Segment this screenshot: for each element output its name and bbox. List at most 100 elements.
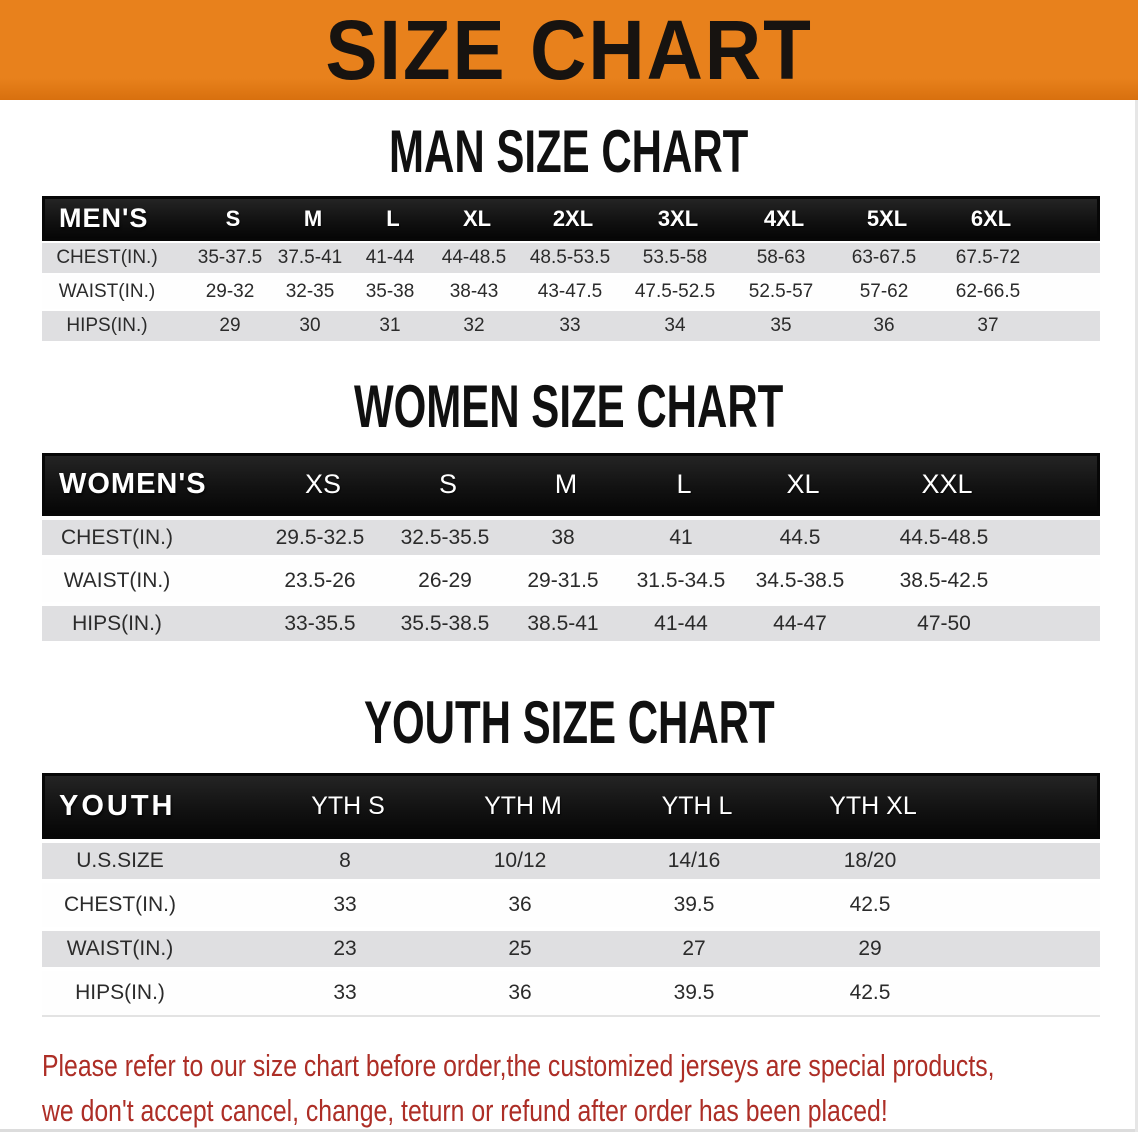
column-header: YTH S — [311, 791, 385, 820]
cell-value: 44.5-48.5 — [899, 525, 989, 549]
cell-value: 33-35.5 — [284, 611, 356, 635]
cell-value: 37.5-41 — [277, 247, 343, 268]
cell-value: 33 — [333, 893, 357, 916]
row-label: WAIST(IN.) — [66, 937, 174, 960]
cell-value: 31.5-34.5 — [636, 568, 726, 592]
column-header: 6XL — [970, 205, 1012, 231]
column-header: L — [386, 205, 400, 231]
cell-value: 37 — [977, 315, 999, 336]
cell-value: 10/12 — [493, 849, 547, 872]
table-row: CHEST(IN.) 35-37.5 37.5-41 41-44 44-48.5 48.5… — [42, 241, 1100, 275]
row-label: CHEST(IN.) — [56, 247, 158, 268]
cell-value: 18/20 — [843, 849, 897, 872]
cell-value: 32.5-35.5 — [400, 525, 490, 549]
cell-value: 23.5-26 — [284, 568, 356, 592]
cell-value: 34.5-38.5 — [755, 568, 845, 592]
cell-value: 34 — [664, 315, 686, 336]
cell-value: 35-38 — [365, 281, 415, 302]
row-label: HIPS(IN.) — [75, 981, 165, 1004]
row-label: CHEST(IN.) — [61, 525, 173, 549]
cell-value: 47.5-52.5 — [634, 281, 716, 302]
heading-text: YOUTH SIZE CHART — [363, 689, 775, 756]
table-row: U.S.SIZE 8 10/12 14/16 18/20 — [42, 839, 1100, 883]
table-row: CHEST(IN.) 29.5-32.5 32.5-35.5 38 41 44.5 44.5… — [42, 516, 1100, 559]
cell-value: 35 — [770, 315, 792, 336]
cell-value: 35.5-38.5 — [400, 611, 490, 635]
disclaimer-line-1: Please refer to our size chart before or… — [42, 1048, 995, 1083]
cell-value: 41-44 — [365, 247, 415, 268]
column-header: YTH XL — [829, 791, 917, 820]
youth-size-section: YOUTH SIZE CHART YOUTH YTH S YTH M YTH L YTH … — [0, 689, 1138, 1017]
cell-value: 33 — [559, 315, 581, 336]
cell-value: 44.5 — [779, 525, 821, 549]
cell-value: 58-63 — [756, 247, 806, 268]
cell-value: 39.5 — [673, 981, 715, 1004]
cell-value: 39.5 — [673, 893, 715, 916]
cell-value: 32-35 — [285, 281, 335, 302]
cell-value: 36 — [508, 981, 532, 1004]
cell-value: 27 — [682, 937, 706, 960]
table-header-row: YOUTH YTH S YTH M YTH L YTH XL — [42, 773, 1100, 839]
row-label: U.S.SIZE — [76, 849, 164, 872]
column-header: 5XL — [866, 205, 908, 231]
cell-value: 8 — [339, 849, 351, 872]
cell-value: 29 — [858, 937, 882, 960]
women-size-table: WOMEN'S XS S M L XL XXL CHEST(IN.) 29.5-32.5 32.5… — [42, 453, 1100, 645]
heading-text: WOMEN SIZE CHART — [354, 373, 784, 440]
cell-value: 44-48.5 — [441, 247, 507, 268]
cell-value: 36 — [873, 315, 895, 336]
column-header: 2XL — [552, 205, 594, 231]
table-row: WAIST(IN.) 23 25 27 29 — [42, 927, 1100, 971]
banner: SIZE CHART — [0, 0, 1138, 100]
youth-size-heading: YOUTH SIZE CHART — [0, 689, 1138, 756]
cell-value: 48.5-53.5 — [529, 247, 611, 268]
cell-value: 26-29 — [418, 568, 472, 592]
cell-value: 43-47.5 — [537, 281, 603, 302]
cell-value: 42.5 — [849, 893, 891, 916]
row-label: WAIST(IN.) — [63, 568, 171, 592]
cell-value: 29-31.5 — [527, 568, 599, 592]
size-chart-sections: MAN SIZE CHART MEN'S S M L XL 2XL 3XL 4XL 5XL 6XL C… — [0, 118, 1138, 1017]
column-header: XL — [786, 469, 820, 499]
men-size-table: MEN'S S M L XL 2XL 3XL 4XL 5XL 6XL CHEST(IN.) 35-37… — [42, 196, 1100, 343]
disclaimer-line-2: we don't accept cancel, change, teturn o… — [42, 1093, 888, 1128]
column-header: YTH M — [484, 791, 562, 820]
cell-value: 41-44 — [654, 611, 708, 635]
table-corner-label: MEN'S — [59, 203, 149, 233]
cell-value: 31 — [379, 315, 401, 336]
cell-value: 38-43 — [449, 281, 499, 302]
men-size-section: MAN SIZE CHART MEN'S S M L XL 2XL 3XL 4XL 5XL 6XL C… — [0, 118, 1138, 343]
cell-value: 38 — [551, 525, 575, 549]
cell-value: 35-37.5 — [197, 247, 263, 268]
cell-value: 62-66.5 — [955, 281, 1021, 302]
column-header: M — [303, 205, 323, 231]
page-title: SIZE CHART — [325, 3, 813, 97]
column-header: S — [438, 469, 457, 499]
cell-value: 52.5-57 — [748, 281, 814, 302]
column-header: 3XL — [657, 205, 699, 231]
table-row: HIPS(IN.) 29 30 31 32 33 34 35 36 37 — [42, 309, 1100, 343]
table-header-row: WOMEN'S XS S M L XL XXL — [42, 453, 1100, 516]
cell-value: 38.5-41 — [527, 611, 599, 635]
cell-value: 57-62 — [859, 281, 909, 302]
cell-value: 42.5 — [849, 981, 891, 1004]
table-row: CHEST(IN.) 33 36 39.5 42.5 — [42, 883, 1100, 927]
row-label: CHEST(IN.) — [64, 893, 176, 916]
column-header: M — [554, 469, 578, 499]
cell-value: 29.5-32.5 — [275, 525, 365, 549]
cell-value: 30 — [299, 315, 321, 336]
heading-text: MAN SIZE CHART — [389, 118, 749, 185]
column-header: XL — [462, 205, 492, 231]
men-size-heading: MAN SIZE CHART — [0, 118, 1138, 185]
cell-value: 63-67.5 — [851, 247, 917, 268]
cell-value: 53.5-58 — [642, 247, 708, 268]
column-header: YTH L — [661, 791, 733, 820]
disclaimer: Please refer to our size chart before or… — [42, 1043, 1138, 1133]
women-size-section: WOMEN SIZE CHART WOMEN'S XS S M L XL XXL CHEST(I… — [0, 373, 1138, 645]
cell-value: 67.5-72 — [955, 247, 1021, 268]
youth-size-table: YOUTH YTH S YTH M YTH L YTH XL U.S.SIZE 8 10/12… — [42, 773, 1100, 1017]
cell-value: 14/16 — [667, 849, 721, 872]
cell-value: 41 — [669, 525, 693, 549]
column-header: XXL — [921, 469, 973, 499]
